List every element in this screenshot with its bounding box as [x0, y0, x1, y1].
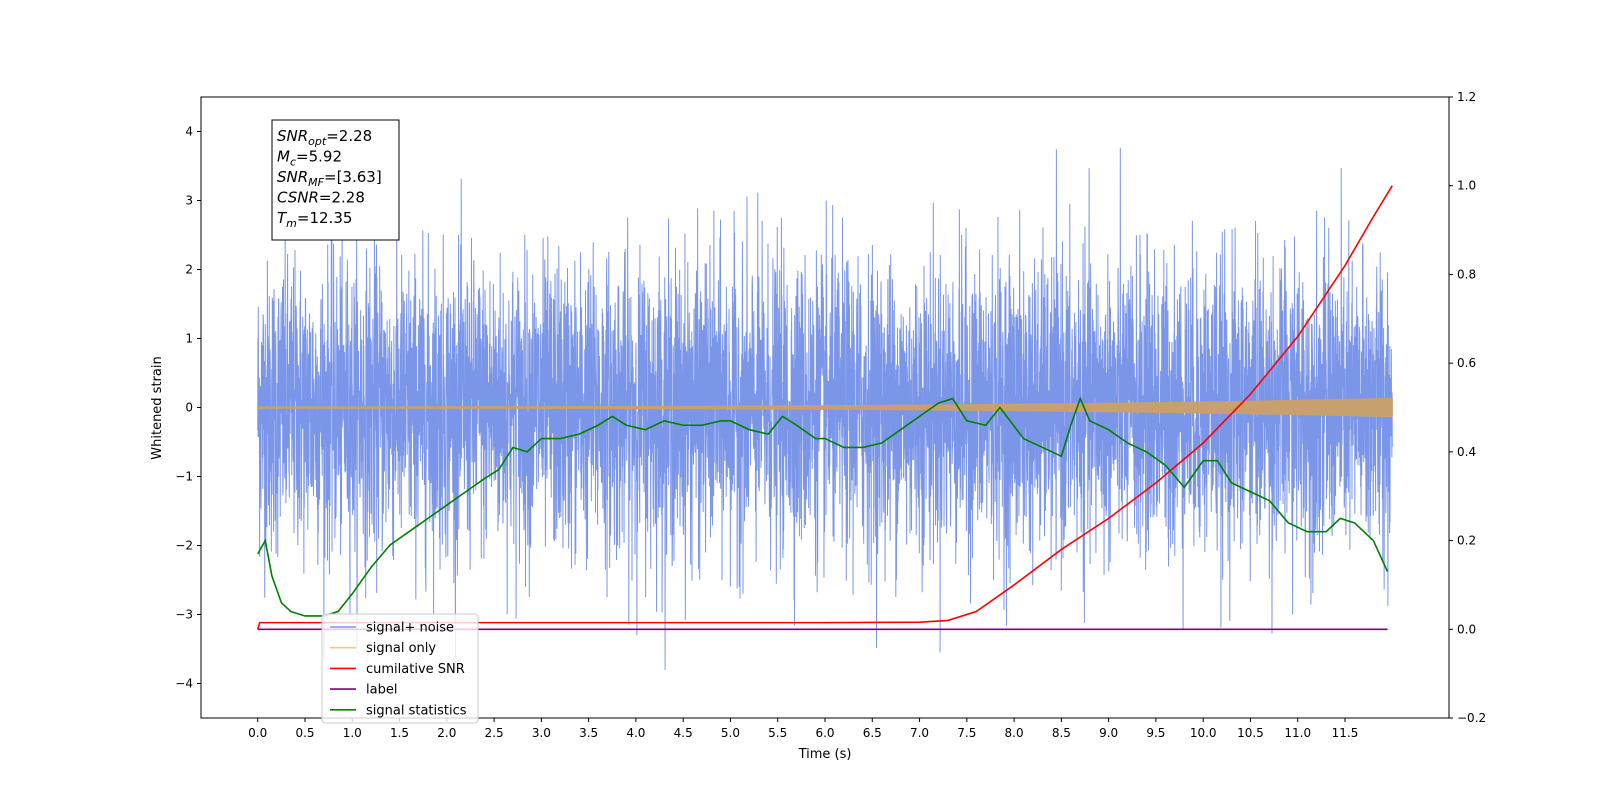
- annotation-line: SNRMF=[3.63]: [277, 168, 382, 189]
- y-axis-label: Whitened strain: [150, 356, 165, 459]
- y2-tick-label: 0.4: [1457, 445, 1476, 459]
- y2-tick-label: 0.6: [1457, 356, 1476, 370]
- x-axis: 0.0 0.5 1.0 1.5 2.0 2.5 3.0 3.5 4.0 4.5 5.0 5.5 6.0 6…: [248, 718, 1358, 740]
- y-tick-label: 0: [185, 401, 193, 415]
- legend-label: signal statistics: [366, 703, 467, 718]
- x-tick-label: 10.0: [1190, 726, 1217, 740]
- legend-label: signal+ noise: [366, 621, 454, 636]
- y-axis-left: −4 −3 −2 −1 0 1 2 3 4: [175, 125, 201, 691]
- x-tick-label: 5.0: [721, 726, 740, 740]
- x-tick-label: 7.5: [957, 726, 976, 740]
- y-tick-label: −1: [175, 470, 193, 484]
- x-tick-label: 2.0: [437, 726, 456, 740]
- x-tick-label: 6.0: [815, 726, 834, 740]
- y2-tick-label: 0.8: [1457, 267, 1476, 281]
- y2-tick-label: 1.0: [1457, 179, 1476, 193]
- annotation-frame: [271, 119, 400, 241]
- x-tick-label: 3.5: [579, 726, 598, 740]
- y2-tick-label: 0.2: [1457, 534, 1476, 548]
- y-tick-label: 4: [185, 125, 193, 139]
- x-tick-label: 9.0: [1099, 726, 1118, 740]
- x-tick-label: 1.0: [343, 726, 362, 740]
- annotation-line: CSNR=2.28: [277, 189, 365, 207]
- x-tick-label: 0.0: [248, 726, 267, 740]
- x-tick-label: 0.5: [295, 726, 314, 740]
- x-tick-label: 3.0: [532, 726, 551, 740]
- x-tick-label: 4.5: [674, 726, 693, 740]
- x-tick-label: 5.5: [768, 726, 787, 740]
- x-tick-label: 2.5: [485, 726, 504, 740]
- x-axis-label: Time (s): [798, 747, 852, 762]
- x-tick-label: 8.5: [1052, 726, 1071, 740]
- y-tick-label: −3: [175, 608, 193, 622]
- legend-label: label: [366, 683, 397, 698]
- x-tick-label: 4.0: [626, 726, 645, 740]
- y-tick-label: −2: [175, 539, 193, 553]
- y-tick-label: 1: [185, 332, 193, 346]
- x-tick-label: 11.5: [1332, 726, 1359, 740]
- y2-tick-label: −0.2: [1457, 711, 1486, 725]
- legend-frame: [321, 613, 479, 724]
- y2-tick-label: 0.0: [1457, 622, 1476, 636]
- x-tick-label: 8.0: [1005, 726, 1024, 740]
- y-tick-label: 3: [185, 194, 193, 208]
- annotation-line: SNRopt=2.28: [277, 127, 372, 148]
- x-tick-label: 11.0: [1284, 726, 1311, 740]
- legend-label: cumilative SNR: [366, 662, 465, 677]
- legend: signal+ noise signal only cumilative SNR la…: [321, 613, 479, 724]
- y2-tick-label: 1.2: [1457, 90, 1476, 104]
- legend-label: signal only: [366, 641, 436, 656]
- x-tick-label: 1.5: [390, 726, 409, 740]
- y-tick-label: −4: [175, 677, 193, 691]
- annotation-line: Mc=5.92: [277, 148, 342, 169]
- x-tick-label: 9.5: [1146, 726, 1165, 740]
- y-axis-right: −0.2 0.0 0.2 0.4 0.6 0.8 1.0 1.2: [1449, 90, 1486, 725]
- y-tick-label: 2: [185, 263, 193, 277]
- x-tick-label: 10.5: [1237, 726, 1264, 740]
- x-tick-label: 7.0: [910, 726, 929, 740]
- signal-statistics-series: [257, 396, 1389, 617]
- cumulative-snr-series: [256, 185, 1393, 630]
- x-tick-label: 6.5: [863, 726, 882, 740]
- annotation-line: Tm=12.35: [277, 209, 352, 230]
- signal-only-series: [257, 397, 1393, 418]
